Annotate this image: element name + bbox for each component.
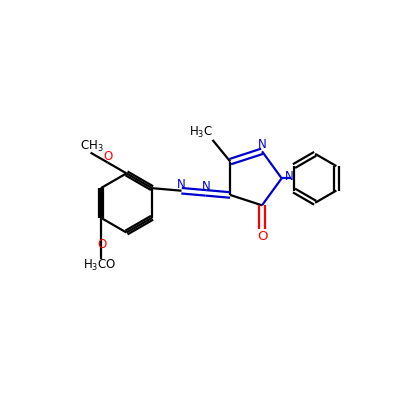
Text: H$_3$C: H$_3$C (190, 125, 214, 140)
Text: N: N (202, 180, 210, 193)
Text: N: N (177, 178, 186, 191)
Text: O: O (97, 238, 106, 252)
Text: N: N (284, 170, 293, 183)
Text: CH$_3$: CH$_3$ (80, 139, 103, 154)
Text: H$_3$CO: H$_3$CO (83, 258, 117, 273)
Text: N: N (258, 138, 267, 151)
Text: O: O (257, 230, 267, 242)
Text: O: O (104, 150, 113, 164)
